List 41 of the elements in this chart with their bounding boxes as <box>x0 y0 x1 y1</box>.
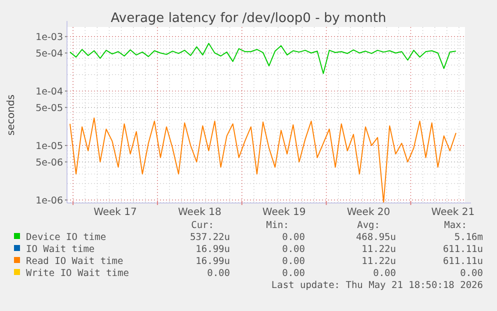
x-tick-label: Week 19 <box>262 207 306 218</box>
text: 16.99u <box>196 244 230 255</box>
legend-label: Write IO Wait time <box>26 268 130 279</box>
x-tick-label: Week 18 <box>178 207 222 218</box>
x-tick-label: Week 20 <box>346 207 390 218</box>
text: 468.95u <box>356 232 396 243</box>
text: 611.11u <box>442 244 483 255</box>
legend-label: IO Wait time <box>26 244 95 255</box>
y-tick-label: 1e-05 <box>36 141 63 152</box>
text: 611.11u <box>442 256 483 267</box>
x-tick-label: Week 21 <box>431 207 475 218</box>
text: Last update: Thu May 21 18:50:18 2026 <box>271 280 484 291</box>
text: 0.00 <box>207 268 230 279</box>
x-tick-label: Week 17 <box>94 207 137 218</box>
y-tick-label: 1e-04 <box>36 86 63 98</box>
text: 16.99u <box>196 256 230 267</box>
text: Cur: <box>191 220 214 231</box>
text: Min: <box>266 220 289 231</box>
text: 537.22u <box>190 232 230 243</box>
text: 11.22u <box>362 256 396 267</box>
legend-label: Read IO Wait time <box>26 256 124 267</box>
y-tick-label: 5e-06 <box>36 157 63 168</box>
text: 0.00 <box>460 268 484 279</box>
y-tick-label: 1e-06 <box>36 195 63 206</box>
text: 5.16m <box>454 232 484 243</box>
y-tick-label: 5e-04 <box>36 48 63 60</box>
y-tick-label: 1e-03 <box>36 32 63 44</box>
text: 0.00 <box>282 268 306 279</box>
chart-title: Average latency for /dev/loop0 - by month <box>110 11 386 26</box>
text: 0.00 <box>373 268 396 279</box>
y-tick-label: 5e-05 <box>36 102 63 114</box>
line-series <box>70 118 456 203</box>
y-axis-title: seconds <box>6 94 17 136</box>
text: 0.00 <box>282 232 306 243</box>
text: Avg: <box>357 220 380 231</box>
text: 11.22u <box>362 244 396 255</box>
legend-label: Device IO time <box>26 232 106 243</box>
text: 0.00 <box>282 256 306 267</box>
line-series <box>70 42 456 74</box>
text: Max: <box>444 220 467 231</box>
text: 0.00 <box>282 244 306 255</box>
